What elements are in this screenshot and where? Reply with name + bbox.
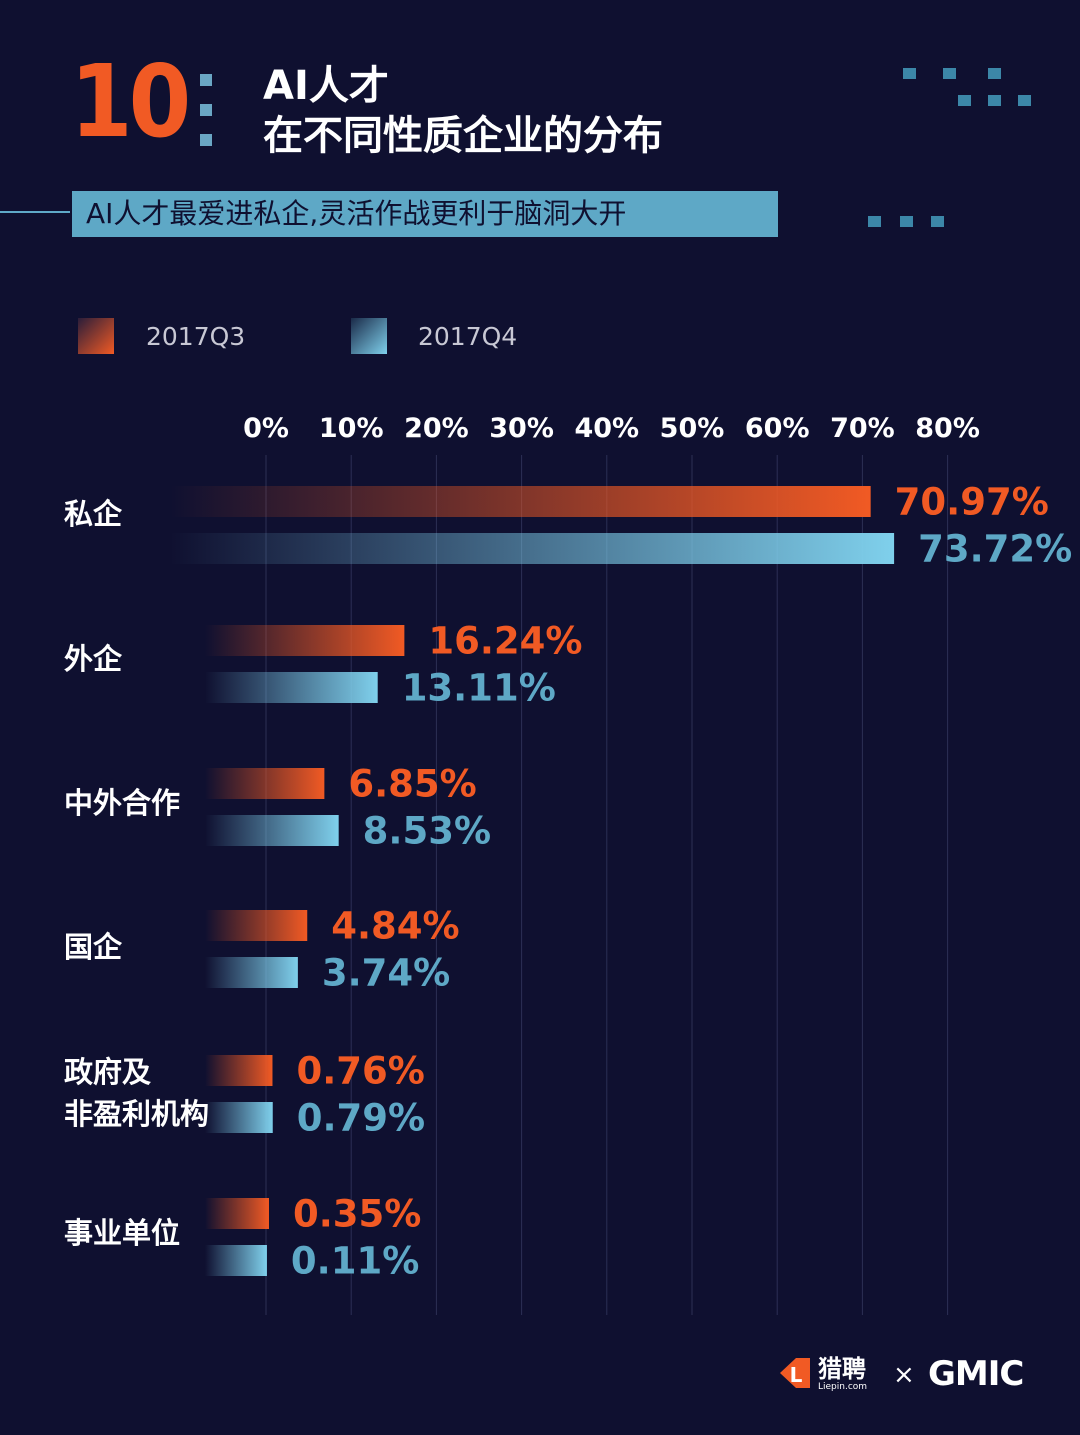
value-label-q4: 0.79% — [297, 1097, 425, 1140]
value-label-q3: 16.24% — [428, 620, 582, 663]
x-tick-label: 50% — [660, 413, 725, 444]
value-label-q4: 3.74% — [322, 952, 450, 995]
value-label-q4: 73.72% — [918, 528, 1072, 571]
decor-square — [1018, 95, 1031, 106]
bar-q3 — [170, 486, 871, 517]
value-label-q4: 8.53% — [363, 810, 491, 853]
x-tick-label: 70% — [830, 413, 895, 444]
x-tick-label: 10% — [319, 413, 384, 444]
legend-label-q3: 2017Q3 — [146, 322, 246, 351]
category-label: 事业单位 — [64, 1216, 180, 1250]
value-label-q3: 0.76% — [296, 1050, 424, 1093]
brand-liepin: 猎聘 — [818, 1355, 866, 1383]
value-label-q3: 0.35% — [293, 1193, 421, 1236]
bar-q3 — [205, 1055, 273, 1086]
divider-dot — [200, 74, 212, 86]
decor-square — [988, 68, 1001, 79]
subtitle-connector-line — [0, 211, 70, 213]
x-tick-label: 20% — [404, 413, 469, 444]
bar-q3 — [205, 910, 308, 941]
bar-q3 — [205, 768, 325, 799]
x-tick-label: 80% — [915, 413, 980, 444]
decor-square — [868, 216, 881, 227]
bar-q4 — [205, 957, 298, 988]
value-label-q3: 4.84% — [331, 905, 459, 948]
x-tick-label: 40% — [574, 413, 639, 444]
category-label: 外企 — [64, 642, 123, 676]
brand-liepin-sub: Liepin.com — [818, 1382, 868, 1392]
x-tick-label: 30% — [489, 413, 554, 444]
bar-q4 — [205, 1102, 273, 1133]
value-label-q3: 70.97% — [895, 481, 1049, 524]
divider-dot — [200, 104, 212, 116]
category-label: 中外合作 — [64, 786, 180, 820]
decor-square — [931, 216, 944, 227]
category-label: 国企 — [64, 930, 123, 964]
legend-swatch-q3 — [78, 318, 114, 354]
x-tick-label: 60% — [745, 413, 810, 444]
decor-square — [958, 95, 971, 106]
decor-square — [943, 68, 956, 79]
bar-q4 — [205, 672, 378, 703]
category-label: 私企 — [64, 497, 123, 531]
category-label: 政府及非盈利机构 — [64, 1055, 209, 1131]
value-label-q4: 0.11% — [291, 1240, 419, 1283]
brand-gmic: GMIC — [928, 1354, 1024, 1394]
bar-q4 — [170, 533, 895, 564]
bar-q3 — [205, 1198, 269, 1229]
value-label-q4: 13.11% — [402, 667, 556, 710]
x-tick-label: 0% — [243, 413, 289, 444]
section-number: 10 — [70, 43, 191, 160]
page-title-line2: 在不同性质企业的分布 — [263, 113, 663, 159]
decor-square — [900, 216, 913, 227]
bar-q3 — [205, 625, 405, 656]
times-symbol: × — [893, 1360, 915, 1390]
divider-dot — [200, 134, 212, 146]
legend-swatch-q4 — [351, 318, 387, 354]
bar-q4 — [205, 1245, 267, 1276]
legend-label-q4: 2017Q4 — [418, 322, 518, 351]
page-title-line1: AI人才 — [263, 63, 389, 109]
bar-q4 — [205, 815, 339, 846]
decor-square — [903, 68, 916, 79]
subtitle-banner: AI人才最爱进私企,灵活作战更利于脑洞大开 — [72, 191, 778, 237]
liepin-logo-icon: L — [780, 1358, 810, 1388]
decor-square — [988, 95, 1001, 106]
value-label-q3: 6.85% — [348, 763, 476, 806]
svg-text:L: L — [790, 1363, 803, 1387]
